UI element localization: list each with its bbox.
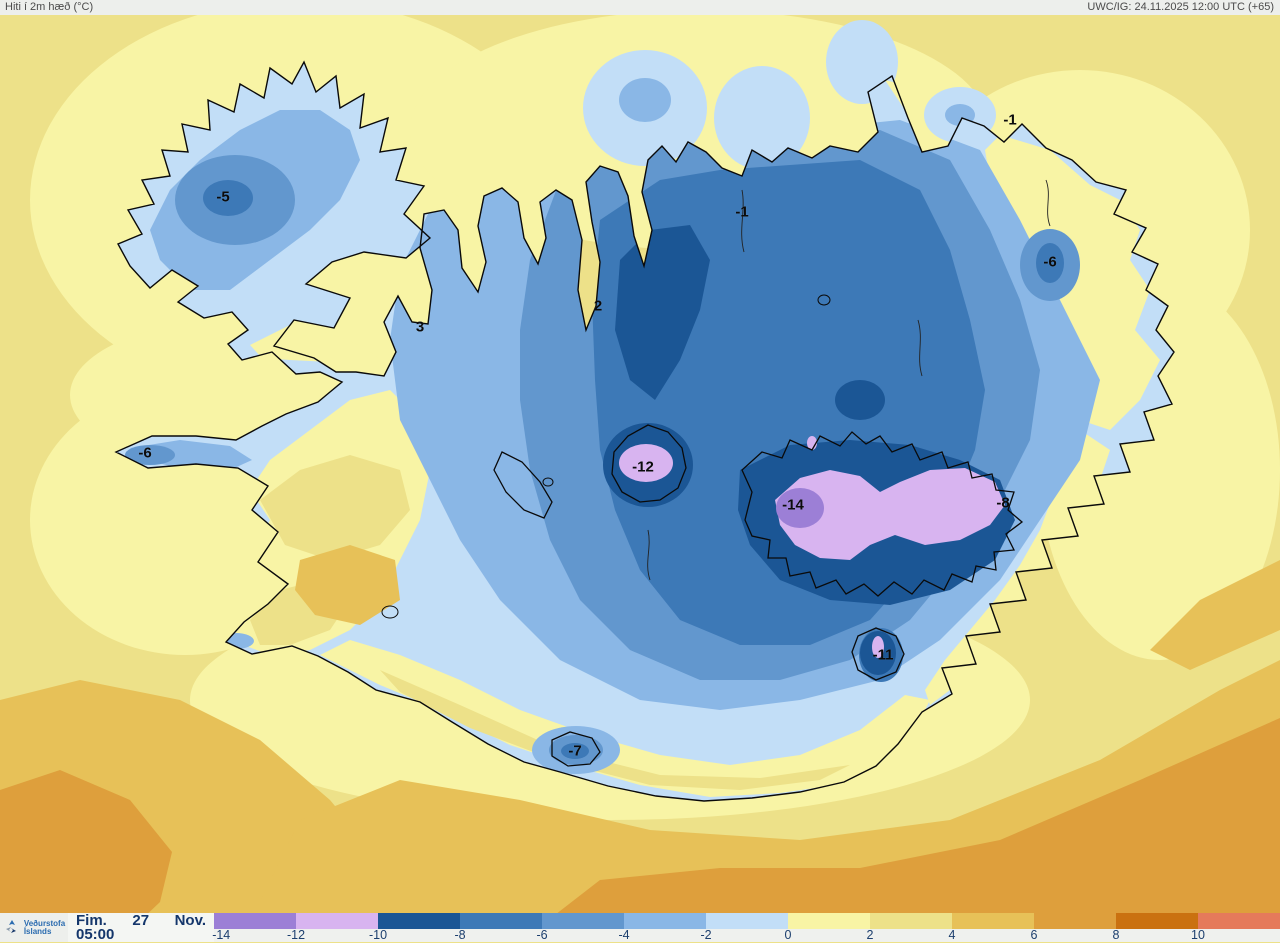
met-office-logo-icon	[5, 919, 16, 933]
valid-time-box: Fim. 27 Nov. 05:00	[68, 913, 214, 942]
colorbar-ticks: -14 -12 -10 -8 -6 -4 -2 0 2 4 6 8 10	[212, 928, 1280, 942]
colorbar-segment	[296, 913, 378, 929]
colorbar-segment	[1198, 913, 1280, 929]
colorbar-tick: 2	[866, 928, 874, 942]
colorbar-tick: -6	[536, 928, 548, 942]
colorbar-segment	[542, 913, 624, 929]
colorbar-segment	[214, 913, 296, 929]
colorbar-tick: 0	[784, 928, 792, 942]
ocean-warm-bands	[0, 560, 1280, 942]
colorbar-segments	[214, 913, 1280, 929]
colorbar: -14 -12 -10 -8 -6 -4 -2 0 2 4 6 8 10	[212, 913, 1280, 942]
colorbar-tick: -4	[618, 928, 630, 942]
colorbar-segment	[1116, 913, 1198, 929]
river-lines	[647, 179, 1051, 581]
colorbar-tick: 4	[948, 928, 956, 942]
colorbar-segment	[870, 913, 952, 929]
model-timestamp: UWC/IG: 24.11.2025 12:00 UTC (+65)	[1087, 1, 1274, 13]
colorbar-tick: 6	[1030, 928, 1038, 942]
colorbar-segment	[706, 913, 788, 929]
footer-bar: Veðurstofa Íslands Fim. 27 Nov. 05:00 -1…	[0, 913, 1280, 942]
logo-text-line2: Íslands	[23, 926, 52, 936]
lake-outlines	[381, 294, 831, 619]
header-bar: Hiti í 2m hæð (°C) UWC/IG: 24.11.2025 12…	[0, 0, 1280, 15]
colorbar-tick: -12	[286, 928, 306, 942]
logo-text-line1: Veðurstofa	[23, 918, 66, 928]
colorbar-tick: -14	[212, 928, 231, 942]
ocean-cold-patches	[583, 20, 996, 170]
met-office-logo: Veðurstofa Íslands	[0, 913, 68, 942]
colorbar-tick: -2	[700, 928, 712, 942]
colorbar-segment	[1034, 913, 1116, 929]
colorbar-tick: -10	[368, 928, 388, 942]
colorbar-tick: -8	[454, 928, 466, 942]
contour-lines	[493, 424, 1024, 767]
valid-weekday: Fim.	[76, 912, 107, 929]
colorbar-tick: 8	[1112, 928, 1120, 942]
valid-month: Nov.	[174, 912, 206, 929]
colorbar-segment	[952, 913, 1034, 929]
colorbar-segment	[460, 913, 542, 929]
colorbar-segment	[624, 913, 706, 929]
valid-day: 27	[132, 912, 150, 929]
map-title: Hiti í 2m hæð (°C)	[5, 1, 94, 13]
valid-time: 05:00	[76, 926, 115, 943]
colorbar-segment	[378, 913, 460, 929]
colorbar-segment	[788, 913, 870, 929]
colorbar-tick: 10	[1191, 928, 1205, 942]
